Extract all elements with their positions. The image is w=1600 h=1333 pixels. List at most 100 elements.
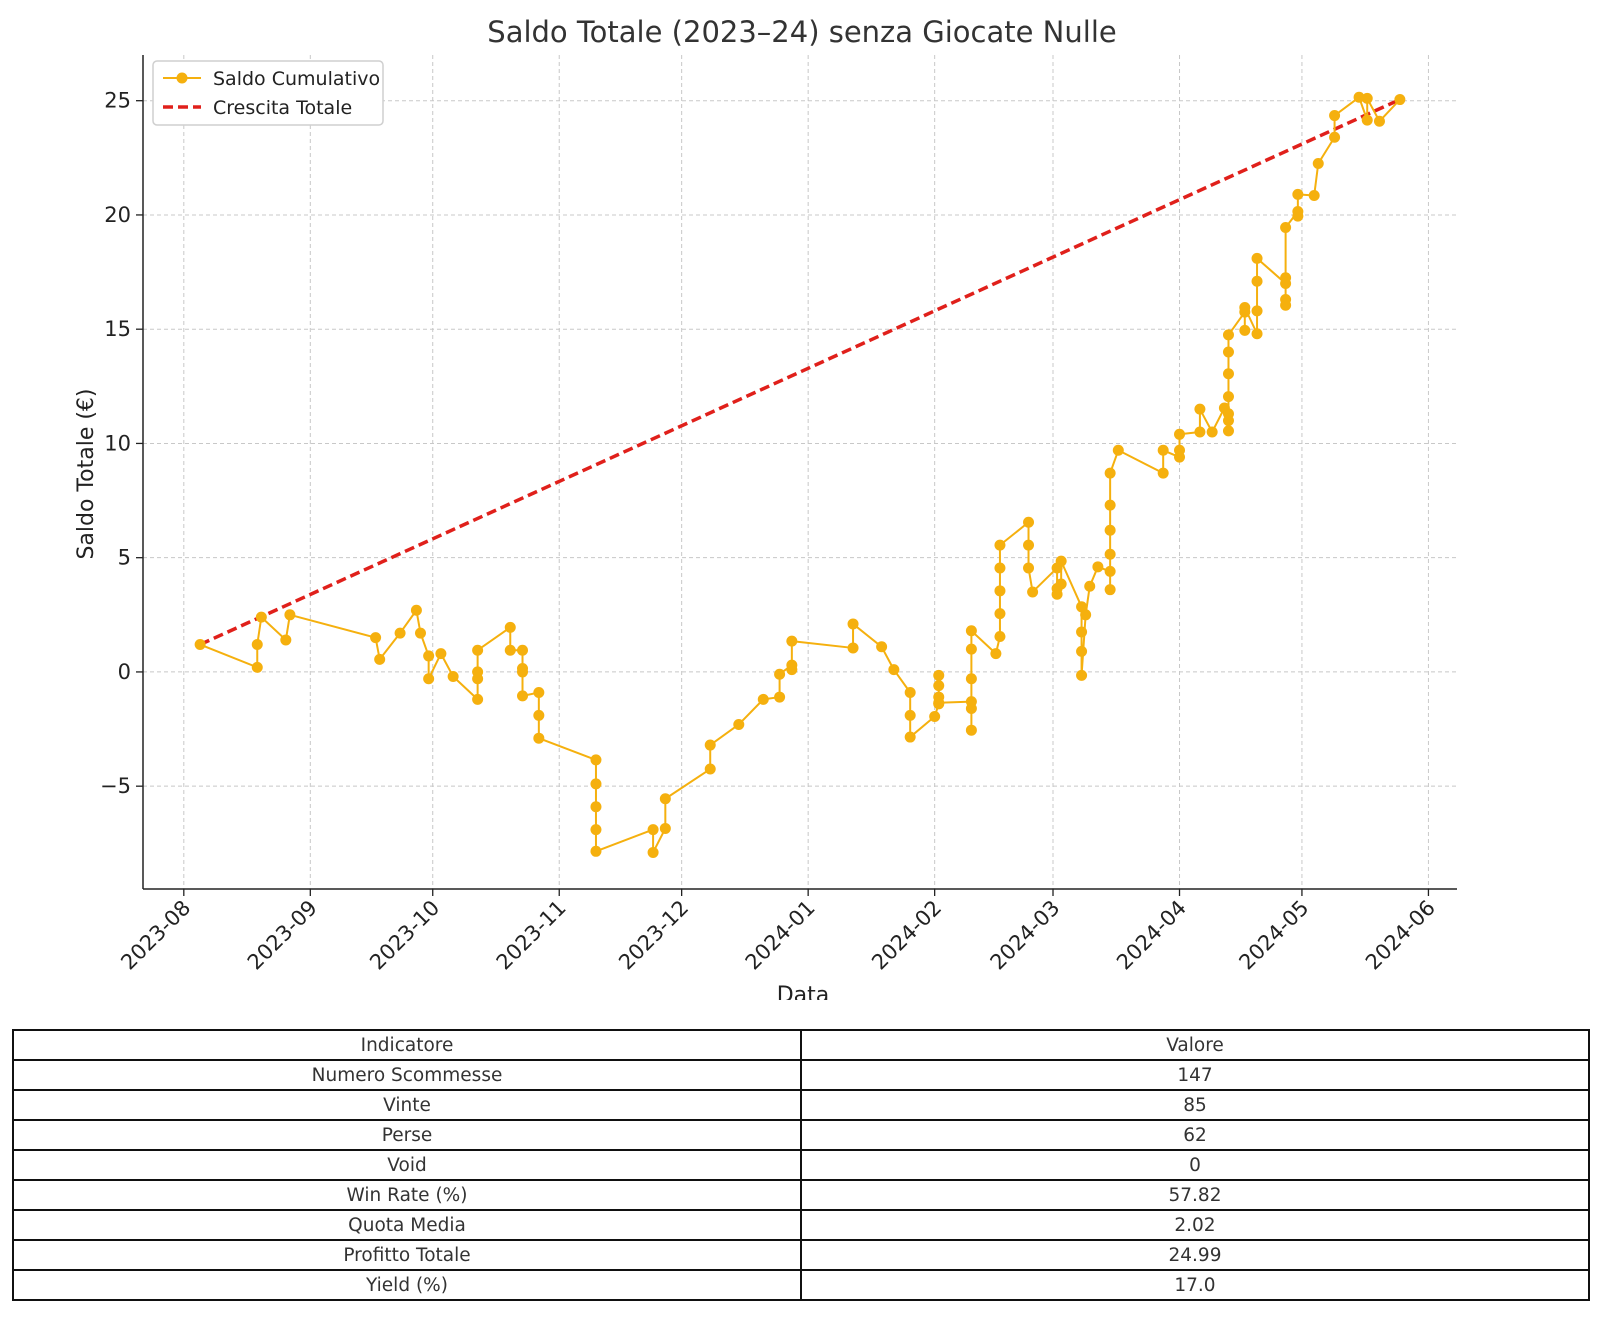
data-point-saldo-cumulativo [1308, 190, 1320, 202]
y-tick-label: −5 [100, 774, 131, 798]
data-point-saldo-cumulativo [1222, 425, 1234, 437]
data-point-saldo-cumulativo [929, 710, 941, 722]
data-point-saldo-cumulativo [472, 666, 484, 678]
data-point-saldo-cumulativo [1222, 391, 1234, 403]
data-point-saldo-cumulativo [933, 669, 945, 681]
data-point-saldo-cumulativo [370, 632, 382, 644]
data-point-saldo-cumulativo [757, 693, 769, 705]
data-point-saldo-cumulativo [590, 845, 602, 857]
y-tick-label: 0 [118, 660, 131, 684]
data-point-saldo-cumulativo [472, 693, 484, 705]
data-point-saldo-cumulativo [647, 824, 659, 836]
table-header-row: Indicatore Valore [12, 1029, 1590, 1061]
data-point-saldo-cumulativo [1329, 131, 1341, 143]
data-point-saldo-cumulativo [447, 671, 459, 683]
data-point-saldo-cumulativo [1055, 555, 1067, 567]
data-point-saldo-cumulativo [994, 631, 1006, 643]
data-point-saldo-cumulativo [847, 642, 859, 654]
data-point-saldo-cumulativo [255, 611, 267, 623]
data-point-saldo-cumulativo [1194, 426, 1206, 438]
data-point-saldo-cumulativo [517, 690, 529, 702]
data-point-saldo-cumulativo [1084, 580, 1096, 592]
data-point-saldo-cumulativo [847, 618, 859, 630]
legend: Saldo Cumulativo Crescita Totale [152, 60, 384, 126]
data-point-saldo-cumulativo [1373, 115, 1385, 127]
data-point-saldo-cumulativo [1312, 158, 1324, 170]
data-point-saldo-cumulativo [647, 846, 659, 858]
data-point-saldo-cumulativo [1251, 275, 1263, 287]
data-point-saldo-cumulativo [704, 739, 716, 751]
plot-axes [136, 55, 1457, 896]
data-point-saldo-cumulativo [1076, 645, 1088, 657]
legend-label-saldo-cumulativo: Saldo Cumulativo [213, 68, 380, 90]
data-point-saldo-cumulativo [423, 673, 435, 685]
data-point-saldo-cumulativo [472, 644, 484, 656]
data-point-saldo-cumulativo [194, 639, 206, 651]
data-point-saldo-cumulativo [1112, 444, 1124, 456]
table-header-indicatore: Indicatore [12, 1029, 802, 1061]
data-point-saldo-cumulativo [904, 686, 916, 698]
data-point-saldo-cumulativo [1023, 516, 1035, 528]
data-point-saldo-cumulativo [1080, 609, 1092, 621]
y-tick-label: 5 [118, 546, 131, 570]
data-point-saldo-cumulativo [1194, 403, 1206, 415]
table-cell-indicator: Win Rate (%) [12, 1179, 802, 1211]
data-point-saldo-cumulativo [1251, 305, 1263, 317]
table-row: Profitto Totale 24.99 [12, 1239, 1590, 1271]
data-point-saldo-cumulativo [590, 801, 602, 813]
table-cell-value: 17.0 [800, 1269, 1590, 1301]
y-tick-label: 15 [104, 317, 131, 341]
data-point-saldo-cumulativo [1222, 368, 1234, 380]
table-cell-indicator: Perse [12, 1119, 802, 1151]
data-point-saldo-cumulativo [1251, 328, 1263, 340]
data-point-saldo-cumulativo [733, 718, 745, 730]
table-cell-indicator: Numero Scommesse [12, 1059, 802, 1091]
line-chart: Saldo Totale (2023–24) senza Giocate Nul… [74, 15, 1457, 1000]
table-cell-indicator: Quota Media [12, 1209, 802, 1241]
data-point-saldo-cumulativo [284, 609, 296, 621]
data-point-saldo-cumulativo [1055, 578, 1067, 590]
data-point-saldo-cumulativo [1222, 329, 1234, 341]
data-point-saldo-cumulativo [965, 702, 977, 714]
data-point-saldo-cumulativo [1251, 252, 1263, 264]
data-point-saldo-cumulativo [374, 653, 386, 665]
legend-marker-saldo-cumulativo [176, 72, 188, 84]
data-point-saldo-cumulativo [590, 754, 602, 766]
data-point-saldo-cumulativo [1027, 586, 1039, 598]
data-point-saldo-cumulativo [394, 627, 406, 639]
data-point-saldo-cumulativo [590, 824, 602, 836]
data-point-saldo-cumulativo [251, 661, 263, 673]
table-row: Vinte 85 [12, 1089, 1590, 1121]
data-point-saldo-cumulativo [994, 608, 1006, 620]
table-cell-value: 62 [800, 1119, 1590, 1151]
data-point-saldo-cumulativo [1361, 92, 1373, 104]
table-row: Perse 62 [12, 1119, 1590, 1151]
data-point-saldo-cumulativo [414, 627, 426, 639]
legend-box [152, 60, 384, 126]
data-point-saldo-cumulativo [1222, 408, 1234, 420]
data-point-saldo-cumulativo [904, 709, 916, 721]
data-point-saldo-cumulativo [517, 666, 529, 678]
data-point-saldo-cumulativo [1104, 524, 1116, 536]
table-cell-indicator: Profitto Totale [12, 1239, 802, 1271]
data-point-saldo-cumulativo [876, 641, 888, 653]
data-point-saldo-cumulativo [994, 585, 1006, 597]
table-row: Void 0 [12, 1149, 1590, 1181]
data-point-saldo-cumulativo [1239, 324, 1251, 336]
data-point-saldo-cumulativo [1092, 561, 1104, 573]
series-line-crescita-totale [199, 97, 1401, 647]
data-point-saldo-cumulativo [435, 648, 447, 660]
data-point-saldo-cumulativo [994, 539, 1006, 551]
grid-lines [143, 55, 1457, 889]
data-point-saldo-cumulativo [933, 697, 945, 709]
data-point-saldo-cumulativo [1076, 626, 1088, 638]
data-point-saldo-cumulativo [533, 686, 545, 698]
summary-table: Indicatore Valore Numero Scommesse 147 Vi… [12, 1029, 1590, 1301]
chart-title: Saldo Totale (2023–24) senza Giocate Nul… [487, 15, 1116, 49]
data-point-saldo-cumulativo [590, 778, 602, 790]
data-point-saldo-cumulativo [1104, 584, 1116, 596]
data-point-saldo-cumulativo [1280, 272, 1292, 284]
data-point-saldo-cumulativo [965, 673, 977, 685]
table-cell-indicator: Yield (%) [12, 1269, 802, 1301]
data-point-saldo-cumulativo [1292, 210, 1304, 222]
